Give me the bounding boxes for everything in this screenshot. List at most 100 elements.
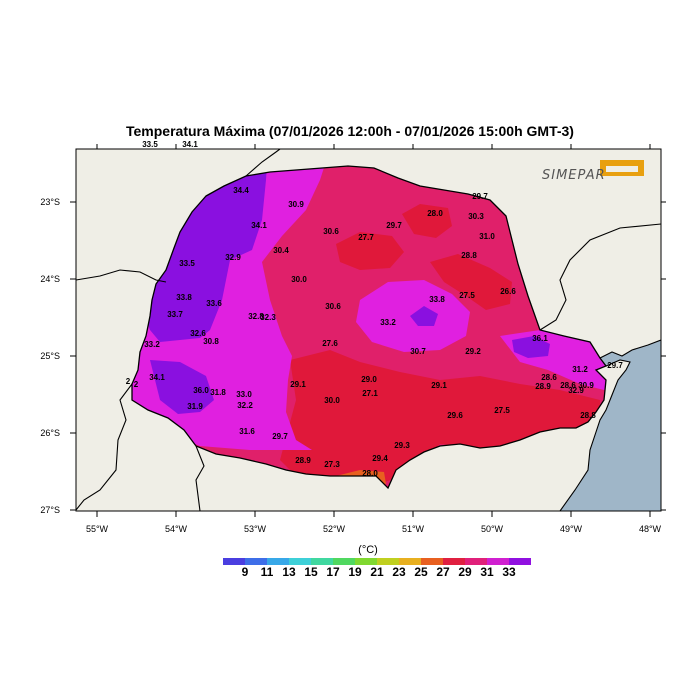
field-hot-east xyxy=(430,254,512,310)
station-value: 27.7 xyxy=(358,233,374,242)
colorbar-swatch xyxy=(421,558,443,565)
station-value: 34.1 xyxy=(251,221,267,230)
station-value: 31.6 xyxy=(239,427,255,436)
station-value: 29.3 xyxy=(394,441,410,450)
axis-ticks: 55°W 54°W 53°W 52°W 51°W 50°W 49°W 48°W 23°S 24°S… xyxy=(40,144,666,534)
station-value: 27.6 xyxy=(322,339,338,348)
station-value: 28.9 xyxy=(295,456,311,465)
station-value: 33.5 xyxy=(179,259,195,268)
parana-border xyxy=(131,165,608,490)
colorbar-swatch xyxy=(487,558,509,565)
station-value: 32.3 xyxy=(260,313,276,322)
station-value: 28.6 xyxy=(560,381,576,390)
station-value: 30.0 xyxy=(324,396,340,405)
station-value: 30.4 xyxy=(273,246,289,255)
station-value: 30.6 xyxy=(325,302,341,311)
station-value: 30.0 xyxy=(291,275,307,284)
x-tick-label: 52°W xyxy=(323,524,346,534)
station-value: 36.0 xyxy=(193,386,209,395)
colorbar-swatch xyxy=(267,558,289,565)
colorbar-label: 27 xyxy=(436,565,450,579)
station-value: 29.2 xyxy=(465,347,481,356)
logo-text: SIMEPAR xyxy=(542,168,606,183)
x-tick-label: 53°W xyxy=(244,524,267,534)
station-value: 36.1 xyxy=(532,334,548,343)
station-value: 34.1 xyxy=(182,140,198,149)
colorbar-swatch xyxy=(399,558,421,565)
station-value: 28.0 xyxy=(427,209,443,218)
station-value: 32.6 xyxy=(190,329,206,338)
station-value: 2 xyxy=(126,377,131,386)
station-value: 31.8 xyxy=(210,388,226,397)
x-tick-label: 50°W xyxy=(481,524,504,534)
border-paraguay xyxy=(76,269,167,283)
station-value: 27.3 xyxy=(324,460,340,469)
colorbar-label: 17 xyxy=(326,565,340,579)
station-value: 31.2 xyxy=(572,365,588,374)
colorbar-label: 19 xyxy=(348,565,362,579)
field-violet-center xyxy=(410,306,438,326)
field-hot-ne xyxy=(402,204,452,238)
station-value: 30.3 xyxy=(468,212,484,221)
station-value: 26.6 xyxy=(500,287,516,296)
colorbar-label: 15 xyxy=(304,565,318,579)
station-value: 29.7 xyxy=(607,361,623,370)
station-value: 29.4 xyxy=(372,454,388,463)
station-value: 28.9 xyxy=(535,382,551,391)
map-title: Temperatura Máxima (07/01/2026 12:00h - … xyxy=(126,123,574,139)
field-violet-sw xyxy=(150,360,214,414)
station-value: 27.5 xyxy=(494,406,510,415)
border-ms-sp xyxy=(245,149,281,177)
station-value: 28.0 xyxy=(362,469,378,478)
station-value: 33.0 xyxy=(236,390,252,399)
station-value: 30.7 xyxy=(410,347,426,356)
station-value: 29.7 xyxy=(386,221,402,230)
colorbar-label: 11 xyxy=(261,565,274,579)
station-value: 29.1 xyxy=(290,380,306,389)
station-value: 30.6 xyxy=(323,227,339,236)
station-value: 32.9 xyxy=(568,386,584,395)
x-tick-label: 55°W xyxy=(86,524,109,534)
colorbar: 9 11 13 15 17 19 21 23 25 27 29 31 33 (°C) xyxy=(223,544,531,579)
colorbar-unit: (°C) xyxy=(358,544,378,556)
y-tick-label: 24°S xyxy=(40,274,60,284)
station-value: 31.0 xyxy=(479,232,495,241)
y-tick-label: 27°S xyxy=(40,505,60,515)
colorbar-swatch xyxy=(443,558,465,565)
field-hot-north xyxy=(336,232,404,270)
colorbar-label: 23 xyxy=(392,565,406,579)
station-value: 33.5 xyxy=(142,140,158,149)
station-value: 29.1 xyxy=(431,381,447,390)
station-value: 28.6 xyxy=(541,373,557,382)
station-value: 30.8 xyxy=(203,337,219,346)
colorbar-swatch xyxy=(289,558,311,565)
colorbar-swatch xyxy=(377,558,399,565)
y-tick-label: 25°S xyxy=(40,351,60,361)
colorbar-label: 29 xyxy=(458,565,472,579)
y-tick-label: 26°S xyxy=(40,428,60,438)
station-value: 33.8 xyxy=(176,293,192,302)
coastline xyxy=(559,339,661,511)
colorbar-label: 25 xyxy=(414,565,428,579)
field-violet-east xyxy=(512,336,550,358)
colorbar-swatch xyxy=(465,558,487,565)
colorbar-swatch xyxy=(355,558,377,565)
border-rs-sc xyxy=(195,445,205,511)
station-value: 29.6 xyxy=(447,411,463,420)
colorbar-swatch xyxy=(509,558,531,565)
station-labels: 33.5 34.1 34.4 30.9 34.1 32.9 33.5 30.4 30.6 27.7… xyxy=(126,140,624,478)
station-value: 32.2 xyxy=(237,401,253,410)
border-sc-west xyxy=(76,383,133,511)
colorbar-swatch xyxy=(311,558,333,565)
station-value: 30.9 xyxy=(578,381,594,390)
station-value: 32.9 xyxy=(225,253,241,262)
station-value: 28.8 xyxy=(580,411,596,420)
station-value: 33.2 xyxy=(144,340,160,349)
station-value: 34.1 xyxy=(149,373,165,382)
border-sp-east xyxy=(539,223,661,331)
station-value: 33.8 xyxy=(429,295,445,304)
station-value: 34.4 xyxy=(233,186,249,195)
ocean xyxy=(560,340,661,511)
x-tick-label: 48°W xyxy=(639,524,662,534)
x-tick-label: 54°W xyxy=(165,524,188,534)
